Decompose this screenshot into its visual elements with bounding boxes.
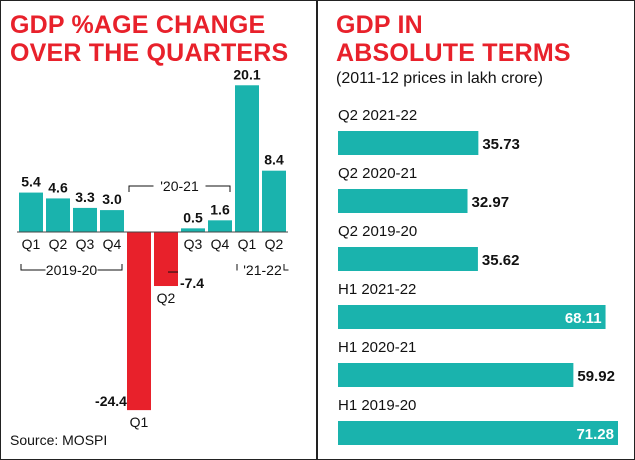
group-label-1: '20-21 — [160, 178, 199, 194]
value-label-5: -7.4 — [180, 275, 204, 291]
bar-4 — [127, 232, 151, 411]
group-bracket-left-0 — [20, 264, 46, 271]
right-subtitle: (2011-12 prices in lakh crore) — [336, 70, 543, 87]
value-label-1: 4.6 — [48, 179, 68, 195]
tick-label-1: Q2 — [49, 236, 68, 252]
group-label-0: 2019-20 — [46, 262, 98, 278]
value-label-9: 8.4 — [264, 152, 284, 168]
hbar-0 — [338, 131, 479, 155]
bar-6 — [181, 228, 205, 232]
group-bracket-right-1 — [205, 185, 231, 192]
right-title-line1: GDP IN — [336, 11, 423, 39]
tick-label-4: Q1 — [130, 414, 149, 430]
group-bracket-right-2 — [283, 264, 289, 271]
tick-label-2: Q3 — [76, 236, 95, 252]
category-label-3: H1 2021-22 — [338, 281, 416, 298]
bar-0 — [19, 192, 43, 232]
bar-5 — [154, 232, 178, 287]
bar-7 — [208, 220, 232, 232]
category-label-4: H1 2020-21 — [338, 339, 416, 356]
tick-label-8: Q1 — [238, 236, 257, 252]
category-label-1: Q2 2020-21 — [338, 165, 417, 182]
quarterly-gdp-change-chart: 5.4 4.6 3.3 3.0 -24.4 -7.4 0.5 1.6 20.1 8.4 Q1 Q2 Q3… — [17, 66, 289, 430]
tick-label-5: Q2 — [157, 290, 176, 306]
tick-label-3: Q4 — [103, 236, 122, 252]
hbar-5 — [338, 421, 618, 445]
source-note: Source: MOSPI — [10, 432, 108, 448]
value-label-7: 1.6 — [210, 201, 230, 217]
hbar-value-5: 71.28 — [576, 426, 614, 443]
value-label-4: -24.4 — [95, 393, 127, 409]
group-bracket-left-1 — [128, 185, 154, 192]
hbar-value-3: 68.11 — [565, 310, 602, 327]
category-label-2: Q2 2019-20 — [338, 223, 417, 240]
tick-label-0: Q1 — [22, 236, 41, 252]
value-label-3: 3.0 — [102, 191, 122, 207]
group-bracket-right-0 — [97, 264, 123, 271]
hbar-value-2: 35.62 — [482, 252, 520, 269]
absolute-gdp-chart: Q2 2021-22 35.73 Q2 2020-21 32.97 Q2 2019-20… — [338, 107, 618, 445]
bar-9 — [262, 170, 286, 232]
value-label-2: 3.3 — [75, 189, 95, 205]
hbar-4 — [338, 363, 574, 387]
hbar-2 — [338, 247, 478, 271]
tick-label-7: Q4 — [211, 236, 230, 252]
hbar-value-1: 32.97 — [472, 194, 510, 211]
hbar-value-4: 59.92 — [577, 368, 615, 385]
bar-2 — [73, 207, 97, 232]
hbar-value-0: 35.73 — [482, 136, 520, 153]
right-title-line2: ABSOLUTE TERMS — [336, 39, 571, 67]
group-label-2: '21-22 — [243, 262, 282, 278]
value-label-0: 5.4 — [21, 174, 41, 190]
group-bracket-left-2 — [236, 264, 238, 271]
bar-1 — [46, 198, 70, 232]
bar-8 — [235, 85, 259, 233]
tick-label-6: Q3 — [184, 236, 203, 252]
left-title-line1: GDP %AGE CHANGE — [10, 11, 266, 39]
category-label-0: Q2 2021-22 — [338, 107, 417, 124]
hbar-3 — [338, 305, 606, 329]
panel-divider — [316, 0, 318, 460]
category-label-5: H1 2019-20 — [338, 397, 416, 414]
left-title-line2: OVER THE QUARTERS — [10, 39, 289, 67]
value-label-6: 0.5 — [183, 209, 203, 225]
tick-label-9: Q2 — [265, 236, 284, 252]
value-label-8: 20.1 — [233, 66, 260, 82]
hbar-1 — [338, 189, 468, 213]
bar-3 — [100, 210, 124, 232]
